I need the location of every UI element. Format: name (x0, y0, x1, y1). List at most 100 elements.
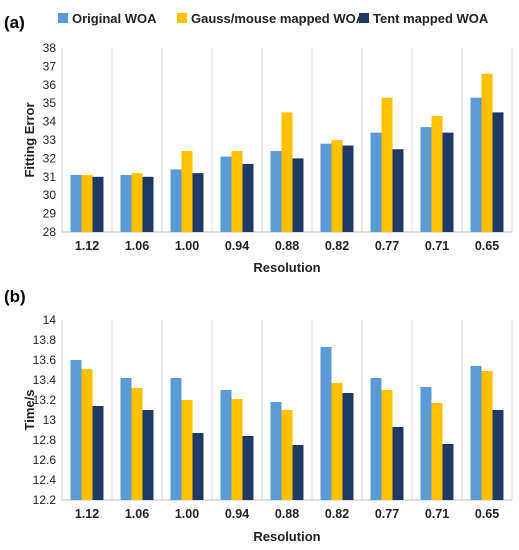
chart-a-bar (270, 151, 282, 232)
chart-a-bar (492, 112, 504, 232)
chart-a-bar (281, 112, 293, 232)
chart-b-xtick-label: 0.77 (375, 507, 399, 521)
chart-b-bar (131, 388, 143, 500)
chart-a-bar (231, 151, 243, 232)
chart-b-bar (370, 378, 382, 500)
chart-a-ytick-label: 38 (43, 41, 57, 55)
chart-a-xtick-label: 0.94 (225, 239, 249, 253)
legend-label-gauss: Gauss/mouse mapped WOA (191, 11, 366, 26)
chart-b-bar (242, 436, 254, 500)
chart-a-bar (342, 145, 354, 232)
chart-b-bar (320, 347, 332, 500)
chart-b-bar (492, 410, 504, 500)
chart-a-ytick-label: 31 (43, 170, 57, 184)
chart-a-bar (442, 132, 454, 232)
chart-a-ytick-label: 28 (43, 225, 57, 239)
panel-label-b: (b) (4, 287, 26, 306)
chart-b-xtick-label: 0.71 (425, 507, 449, 521)
chart-a-xtick-label: 0.77 (375, 239, 399, 253)
chart-b-bar (381, 390, 393, 500)
chart-a-ytick-label: 29 (43, 207, 57, 221)
chart-b-ylabel: Time/s (22, 390, 37, 431)
chart-a-xtick-label: 0.71 (425, 239, 449, 253)
chart-a: 28 29 30 31 32 33 34 35 36 37 38 1.12 1.06 1.00 0.94 0.… (43, 41, 513, 253)
chart-a-bar (242, 163, 254, 232)
chart-a-bar (170, 169, 182, 232)
chart-a-ytick-label: 30 (43, 188, 57, 202)
legend-label-tent: Tent mapped WOA (373, 11, 489, 26)
chart-a-ytick-label: 32 (43, 151, 57, 165)
chart-a-bar (192, 173, 204, 232)
chart-b-bar (70, 360, 82, 500)
chart-a-bar (131, 173, 143, 232)
chart-b-bar (142, 410, 154, 500)
chart-a-bar (120, 174, 132, 232)
chart-b-bar (192, 433, 204, 500)
chart-b-ytick-label: 13.4 (33, 373, 57, 387)
chart-b-xtick-label: 1.12 (75, 507, 99, 521)
chart-a-bar (220, 156, 232, 232)
chart-b-bar (270, 402, 282, 500)
chart-b-xtick-label: 1.06 (125, 507, 149, 521)
chart-b-bar (331, 383, 343, 500)
chart-b-xtick-label: 0.88 (275, 507, 299, 521)
chart-a-bar (292, 158, 304, 232)
chart-b-bar (220, 390, 232, 500)
chart-b-ytick-label: 13.8 (33, 333, 57, 347)
chart-b-bar (81, 369, 93, 500)
chart-a-ytick-label: 36 (43, 78, 57, 92)
legend-swatch-gauss (177, 13, 187, 23)
chart-b-bar (281, 410, 293, 500)
chart-a-ylabel: Fitting Error (22, 102, 37, 177)
chart-b-bar (392, 427, 404, 500)
chart-b-bar (420, 387, 432, 500)
chart-a-bar (181, 151, 193, 232)
chart-a-bar (70, 174, 82, 232)
chart-b-ytick-label: 12.6 (33, 453, 57, 467)
chart-a-ytick-label: 35 (43, 96, 57, 110)
chart-a-bar (142, 176, 154, 232)
chart-b-bar (231, 399, 243, 500)
chart-a-bar (320, 143, 332, 232)
chart-b-bar (292, 445, 304, 500)
chart-a-bar (92, 176, 104, 232)
chart-a-bar (370, 132, 382, 232)
chart-b-bar (92, 406, 104, 500)
chart-b-bar (120, 378, 132, 500)
legend-swatch-tent (359, 13, 369, 23)
panel-label-a: (a) (4, 13, 25, 32)
chart-b-bar (470, 366, 482, 500)
chart-a-xtick-label: 1.06 (125, 239, 149, 253)
chart-a-bar (381, 97, 393, 233)
chart-a-xtick-label: 0.82 (325, 239, 349, 253)
chart-a-ytick-label: 37 (43, 59, 57, 73)
chart-b-ytick-label: 13 (43, 413, 57, 427)
chart-a-xtick-label: 0.65 (475, 239, 499, 253)
chart-a-xlabel: Resolution (253, 260, 320, 275)
chart-b-bar (481, 371, 493, 500)
chart-b-ytick-label: 12.8 (33, 433, 57, 447)
legend: Original WOA Gauss/mouse mapped WOA Tent… (58, 11, 489, 26)
chart-a-bar (431, 116, 443, 232)
chart-b: 12.2 12.4 12.6 12.8 13 13.2 13.4 13.6 13.8 14 1.12… (33, 313, 513, 521)
chart-a-ytick-label: 33 (43, 133, 57, 147)
chart-a-bar (81, 174, 93, 232)
chart-a-xtick-label: 1.00 (175, 239, 199, 253)
legend-item-original: Original WOA (58, 11, 157, 26)
chart-a-bar (470, 97, 482, 233)
chart-a-bar (392, 149, 404, 232)
chart-b-xtick-label: 0.82 (325, 507, 349, 521)
chart-b-ytick-label: 13.6 (33, 353, 57, 367)
chart-b-ytick-label: 12.4 (33, 473, 57, 487)
chart-b-ytick-label: 14 (43, 313, 57, 327)
chart-b-bar (181, 400, 193, 500)
chart-a-bar (481, 73, 493, 232)
legend-item-gauss: Gauss/mouse mapped WOA (177, 11, 366, 26)
chart-b-ytick-label: 12.2 (33, 493, 57, 507)
chart-a-bar (331, 140, 343, 232)
legend-label-original: Original WOA (72, 11, 157, 26)
chart-b-xtick-label: 0.65 (475, 507, 499, 521)
chart-b-bar (431, 403, 443, 500)
chart-b-xtick-label: 1.00 (175, 507, 199, 521)
